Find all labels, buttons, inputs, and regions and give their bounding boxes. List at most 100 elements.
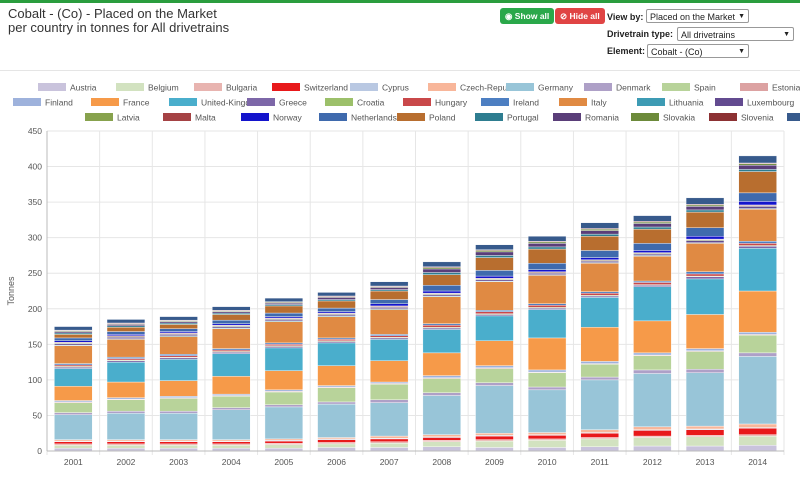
legend-label-denmark: Denmark xyxy=(616,83,651,93)
bar-segment-spain-2004 xyxy=(212,396,251,408)
element-select[interactable]: Cobalt - (Co) ▼ xyxy=(647,44,749,58)
bar-segment-switzerland-2001 xyxy=(54,441,93,445)
bar-segment-austria-2014 xyxy=(738,445,777,452)
bar-segment-belgium-2006 xyxy=(317,443,356,448)
drivetrain-select[interactable]: All drivetrains ▼ xyxy=(677,27,794,41)
bar-segment-romania-2002 xyxy=(106,324,146,327)
legend-swatch-cyprus xyxy=(350,83,378,91)
bar-segment-finland-2012 xyxy=(633,352,672,356)
bar-segment-italy-2008 xyxy=(422,296,461,324)
view-by-select[interactable]: Placed on the Market ▼ xyxy=(646,9,749,23)
bar-segment-poland-2014 xyxy=(738,171,777,194)
bar-segment-czech-republic-2013 xyxy=(685,425,725,430)
bar-segment-sweden-2004 xyxy=(212,306,251,311)
top-accent-bar xyxy=(0,0,800,3)
element-label: Element: xyxy=(607,46,646,56)
bar-segment-denmark-2003 xyxy=(159,410,198,414)
bar-segment-luxembourg-2012 xyxy=(633,253,672,256)
bar-segment-norway-2011 xyxy=(580,257,619,260)
bar-segment-poland-2006 xyxy=(317,300,356,309)
bar-segment-spain-2001 xyxy=(54,402,93,413)
bar-segment-portugal-2001 xyxy=(54,332,93,335)
bar-segment-france-2014 xyxy=(738,290,777,333)
legend-swatch-portugal xyxy=(475,113,503,121)
bar-segment-belgium-2005 xyxy=(264,444,304,449)
legend-swatch-united-kingdom xyxy=(169,98,197,106)
bar-segment-hungary-2008 xyxy=(422,324,461,328)
bar-segment-finland-2008 xyxy=(422,375,461,378)
bar-segment-greece-2001 xyxy=(54,366,93,369)
legend-label-slovenia: Slovenia xyxy=(741,113,774,123)
y-axis-title: Tonnes xyxy=(6,276,16,306)
bar-segment-netherlands-2012 xyxy=(633,243,672,251)
bar-segment-norway-2001 xyxy=(54,340,93,343)
legend-swatch-lithuania xyxy=(637,98,665,106)
bar-segment-spain-2008 xyxy=(422,378,461,393)
bar-segment-bulgaria-2011 xyxy=(580,437,619,440)
bar-segment-finland-2010 xyxy=(527,369,567,373)
bar-segment-finland-2009 xyxy=(475,365,514,368)
bar-segment-poland-2010 xyxy=(527,248,567,264)
bar-segment-switzerland-2012 xyxy=(633,430,672,437)
legend-label-italy: Italy xyxy=(591,98,607,108)
legend-swatch-romania xyxy=(553,113,581,121)
bar-segment-denmark-2012 xyxy=(633,369,672,374)
bar-segment-hungary-2004 xyxy=(212,349,251,352)
bar-segment-poland-2003 xyxy=(159,324,198,329)
bar-segment-france-2009 xyxy=(475,340,514,366)
drivetrain-label: Drivetrain type: xyxy=(607,29,674,39)
bar-segment-netherlands-2009 xyxy=(475,270,514,277)
bar-segment-czech-republic-2002 xyxy=(106,439,146,442)
bar-segment-united-kingdom-2006 xyxy=(317,342,356,366)
bar-segment-portugal-2013 xyxy=(685,209,725,213)
bar-segment-united-kingdom-2002 xyxy=(106,361,146,383)
bar-segment-finland-2014 xyxy=(738,332,777,335)
legend-label-malta: Malta xyxy=(195,113,216,123)
x-tick-label: 2002 xyxy=(117,457,136,467)
bar-segment-sweden-2007 xyxy=(370,281,409,287)
legend-label-poland: Poland xyxy=(429,113,456,123)
bar-segment-poland-2008 xyxy=(422,274,461,286)
legend-swatch-norway xyxy=(241,113,269,121)
bar-segment-switzerland-2008 xyxy=(422,437,461,441)
legend-label-germany: Germany xyxy=(538,83,574,93)
header-divider xyxy=(0,70,800,71)
bar-segment-bulgaria-2012 xyxy=(633,435,672,438)
bar-segment-germany-2011 xyxy=(580,379,619,430)
bar-segment-sweden-2003 xyxy=(159,316,198,321)
bar-segment-finland-2001 xyxy=(54,400,93,403)
bar-segment-portugal-2006 xyxy=(317,299,356,302)
bar-segment-netherlands-2014 xyxy=(738,192,777,202)
bar-segment-romania-2007 xyxy=(370,287,409,290)
show-all-button[interactable]: ◉ Show all xyxy=(500,8,555,24)
bar-segment-austria-2007 xyxy=(370,447,409,452)
hide-all-button[interactable]: ⊘ Hide all xyxy=(555,8,605,24)
bar-segment-luxembourg-2006 xyxy=(317,314,356,317)
y-tick-label: 400 xyxy=(28,162,42,172)
bar-segment-spain-2014 xyxy=(738,334,777,354)
x-tick-label: 2006 xyxy=(327,457,346,467)
bar-segment-italy-2010 xyxy=(527,275,567,305)
view-by-value: Placed on the Market xyxy=(650,12,736,22)
bar-segment-germany-2012 xyxy=(633,373,672,428)
bar-segment-finland-2003 xyxy=(159,396,198,398)
bar-segment-poland-2005 xyxy=(264,305,304,314)
bar-segment-belgium-2004 xyxy=(212,445,251,449)
bar-segment-portugal-2010 xyxy=(527,246,567,250)
bar-segment-switzerland-2014 xyxy=(738,428,777,435)
legend-swatch-switzerland xyxy=(272,83,300,91)
legend-label-switzerland: Switzerland xyxy=(304,83,348,93)
bar-segment-norway-2013 xyxy=(685,236,725,240)
bar-segment-norway-2004 xyxy=(212,323,251,326)
bar-segment-france-2001 xyxy=(54,386,93,401)
bar-segment-ireland-2008 xyxy=(422,323,461,326)
bar-segment-belgium-2001 xyxy=(54,445,93,449)
y-tick-label: 300 xyxy=(28,233,42,243)
bar-segment-greece-2011 xyxy=(580,295,619,298)
bar-segment-slovakia-2010 xyxy=(527,241,567,244)
legend-swatch-finland xyxy=(13,98,41,106)
legend-label-france: France xyxy=(123,98,150,108)
bar-segment-czech-republic-2003 xyxy=(159,439,198,442)
x-tick-label: 2009 xyxy=(485,457,504,467)
chevron-down-icon: ▼ xyxy=(783,31,790,38)
